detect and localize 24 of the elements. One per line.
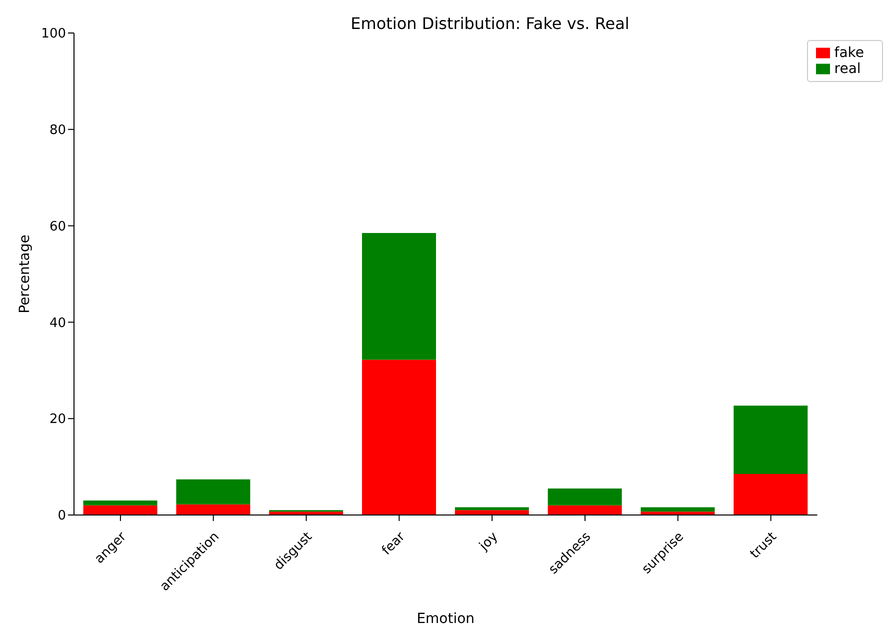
y-tick-label: 40 <box>49 316 66 331</box>
bar <box>362 233 436 360</box>
bar <box>548 488 622 506</box>
legend-label: fake <box>834 45 864 61</box>
bar <box>83 500 158 506</box>
bar <box>734 474 808 515</box>
y-tick-label: 60 <box>49 219 66 234</box>
bar <box>176 504 250 515</box>
y-tick-label: 20 <box>49 412 66 428</box>
bar <box>454 510 529 515</box>
x-axis-title: Emotion <box>416 611 475 627</box>
bar <box>548 505 622 515</box>
y-tick-label: 100 <box>41 26 66 42</box>
y-tick-label: 80 <box>49 123 66 138</box>
y-tick-label: 0 <box>58 508 66 524</box>
legend-label: real <box>834 61 861 77</box>
bar <box>83 505 158 515</box>
y-axis-title: Percentage <box>16 234 33 314</box>
bar <box>176 479 250 504</box>
bar <box>362 360 436 515</box>
bar <box>640 507 715 512</box>
chart-title: Emotion Distribution: Fake vs. Real <box>350 14 630 33</box>
bar <box>734 406 808 474</box>
x-tick-label: joy <box>476 529 502 554</box>
